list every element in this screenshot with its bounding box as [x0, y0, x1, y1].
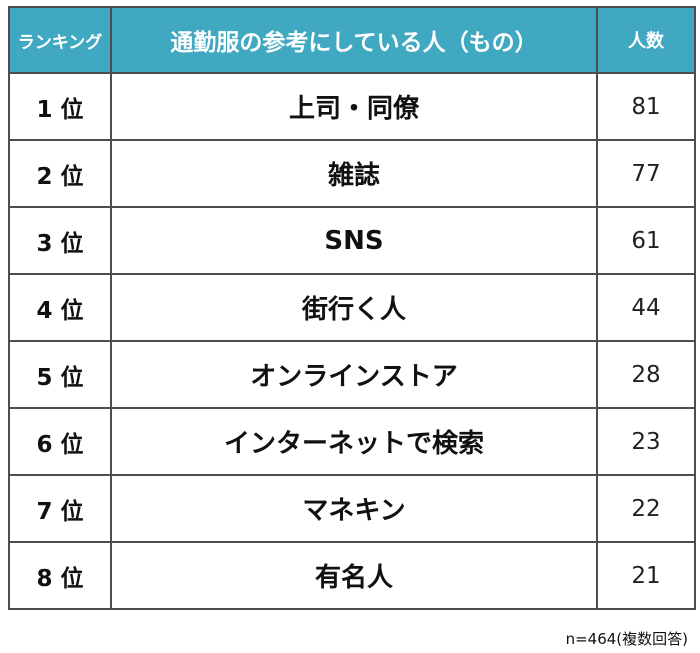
table-row: 4 位 街行く人 44 — [8, 273, 696, 342]
count-cell: 23 — [596, 407, 696, 476]
item-cell: マネキン — [110, 474, 598, 543]
rank-cell: 4 位 — [8, 273, 112, 342]
table-row: 6 位 インターネットで検索 23 — [8, 407, 696, 476]
item-cell: 上司・同僚 — [110, 72, 598, 141]
count-cell: 81 — [596, 72, 696, 141]
count-cell: 44 — [596, 273, 696, 342]
rank-cell: 5 位 — [8, 340, 112, 409]
header-count: 人数 — [596, 6, 696, 74]
header-row: ランキング 通勤服の参考にしている人（もの） 人数 — [8, 6, 696, 74]
table-row: 5 位 オンラインストア 28 — [8, 340, 696, 409]
count-cell: 21 — [596, 541, 696, 610]
rank-cell: 8 位 — [8, 541, 112, 610]
table-row: 8 位 有名人 21 — [8, 541, 696, 610]
item-cell: SNS — [110, 206, 598, 275]
table-row: 1 位 上司・同僚 81 — [8, 72, 696, 141]
item-cell: 雑誌 — [110, 139, 598, 208]
count-cell: 77 — [596, 139, 696, 208]
header-item: 通勤服の参考にしている人（もの） — [110, 6, 598, 74]
table-row: 2 位 雑誌 77 — [8, 139, 696, 208]
item-cell: オンラインストア — [110, 340, 598, 409]
header-rank: ランキング — [8, 6, 112, 74]
count-cell: 28 — [596, 340, 696, 409]
count-cell: 61 — [596, 206, 696, 275]
table-row: 7 位 マネキン 22 — [8, 474, 696, 543]
item-cell: 有名人 — [110, 541, 598, 610]
item-cell: 街行く人 — [110, 273, 598, 342]
rank-cell: 7 位 — [8, 474, 112, 543]
count-cell: 22 — [596, 474, 696, 543]
rank-cell: 6 位 — [8, 407, 112, 476]
table-row: 3 位 SNS 61 — [8, 206, 696, 275]
rank-cell: 3 位 — [8, 206, 112, 275]
item-cell: インターネットで検索 — [110, 407, 598, 476]
rank-cell: 2 位 — [8, 139, 112, 208]
sample-note: n=464(複数回答) — [565, 630, 688, 648]
ranking-table: ランキング 通勤服の参考にしている人（もの） 人数 1 位 上司・同僚 81 2… — [8, 6, 696, 610]
rank-cell: 1 位 — [8, 72, 112, 141]
